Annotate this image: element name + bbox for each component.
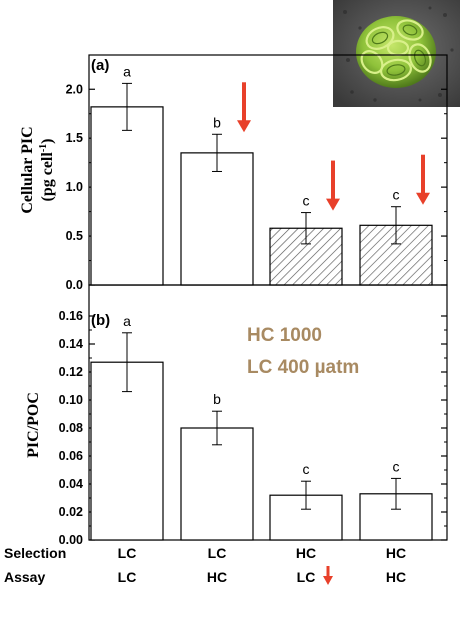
panel-b-ytick-label: 0.14 [59, 337, 83, 351]
panel-b-frame [88, 284, 448, 541]
panel-a-y-label: Cellular PIC [19, 126, 36, 213]
panel-a-y-unit-sup: -1 [38, 144, 49, 152]
assay-row-label: Assay [4, 569, 45, 585]
panel-a-significance-letter: b [213, 114, 221, 130]
panel-b-bars: a b c c [90, 313, 433, 541]
assay-decrease-arrow-head [323, 576, 333, 585]
panel-b-ytick-label: 0.16 [59, 309, 83, 323]
panel-b-bar [90, 361, 164, 541]
x-axis-categories: Selection Assay LC LC HC HC LC HC LC HC [4, 545, 406, 585]
panel-b-ytick-label: 0.04 [59, 477, 83, 491]
panel-b-significance-letter: c [303, 461, 310, 477]
panel-a-ytick-label: 1.0 [66, 180, 83, 194]
annotation-lc: LC 400 µatm [247, 357, 359, 378]
panel-a-significance-letter: c [393, 187, 400, 203]
coccolithophore-photo [333, 0, 460, 107]
assay-label: LC [297, 569, 316, 585]
panel-a-significance-letter: c [303, 193, 310, 209]
assay-label: LC [118, 569, 137, 585]
panel-a: (a) 0.0 0.5 1.0 1.5 2.0 a b c c Cellular PIC (p… [19, 54, 448, 292]
panel-a-decrease-arrow-head [416, 192, 430, 205]
panel-a-ytick-label: 1.5 [66, 131, 83, 145]
panel-b-significance-letter: b [213, 391, 221, 407]
panel-a-ytick-label: 2.0 [66, 82, 83, 96]
panel-b-label: (b) [91, 312, 110, 329]
panel-a-bar [90, 106, 164, 286]
selection-row-label: Selection [4, 545, 66, 561]
assay-label: HC [386, 569, 406, 585]
assay-label: HC [207, 569, 227, 585]
panel-a-significance-letter: a [123, 63, 131, 79]
panel-b-ytick-label: 0.12 [59, 365, 83, 379]
panel-a-decrease-arrow-head [237, 120, 251, 133]
annotation-hc: HC 1000 [247, 325, 322, 346]
panel-b-significance-letter: c [393, 458, 400, 474]
panel-a-decrease-arrow-head [326, 198, 340, 211]
panel-a-y-unit-main: (pg cell [39, 152, 56, 202]
panel-b-ytick-label: 0.02 [59, 505, 83, 519]
selection-label: HC [386, 545, 406, 561]
panel-b-y-axis: 0.00 0.02 0.04 0.06 0.08 0.10 0.12 0.14 0.16 [59, 309, 447, 547]
panel-a-bars: a b c c [90, 63, 433, 286]
panel-b-ytick-label: 0.00 [59, 533, 83, 547]
selection-label: LC [208, 545, 227, 561]
selection-label: HC [296, 545, 316, 561]
panel-b-y-label: PIC/POC [25, 392, 42, 458]
panel-a-label: (a) [91, 57, 109, 74]
panel-a-y-unit: (pg cell-1) [38, 139, 56, 202]
panel-b-ytick-label: 0.08 [59, 421, 83, 435]
panel-a-ytick-label: 0.0 [66, 278, 83, 292]
panel-a-bar [180, 152, 254, 286]
panel-b-ytick-label: 0.10 [59, 393, 83, 407]
panel-a-ytick-label: 0.5 [66, 229, 83, 243]
panel-b-significance-letter: a [123, 313, 131, 329]
panel-a-y-unit-close: ) [39, 139, 56, 144]
panel-b: (b) 0.00 0.02 0.04 0.06 0.08 0.10 0.12 0.14 0.16… [25, 284, 448, 547]
panel-b-ytick-label: 0.06 [59, 449, 83, 463]
selection-label: LC [118, 545, 137, 561]
